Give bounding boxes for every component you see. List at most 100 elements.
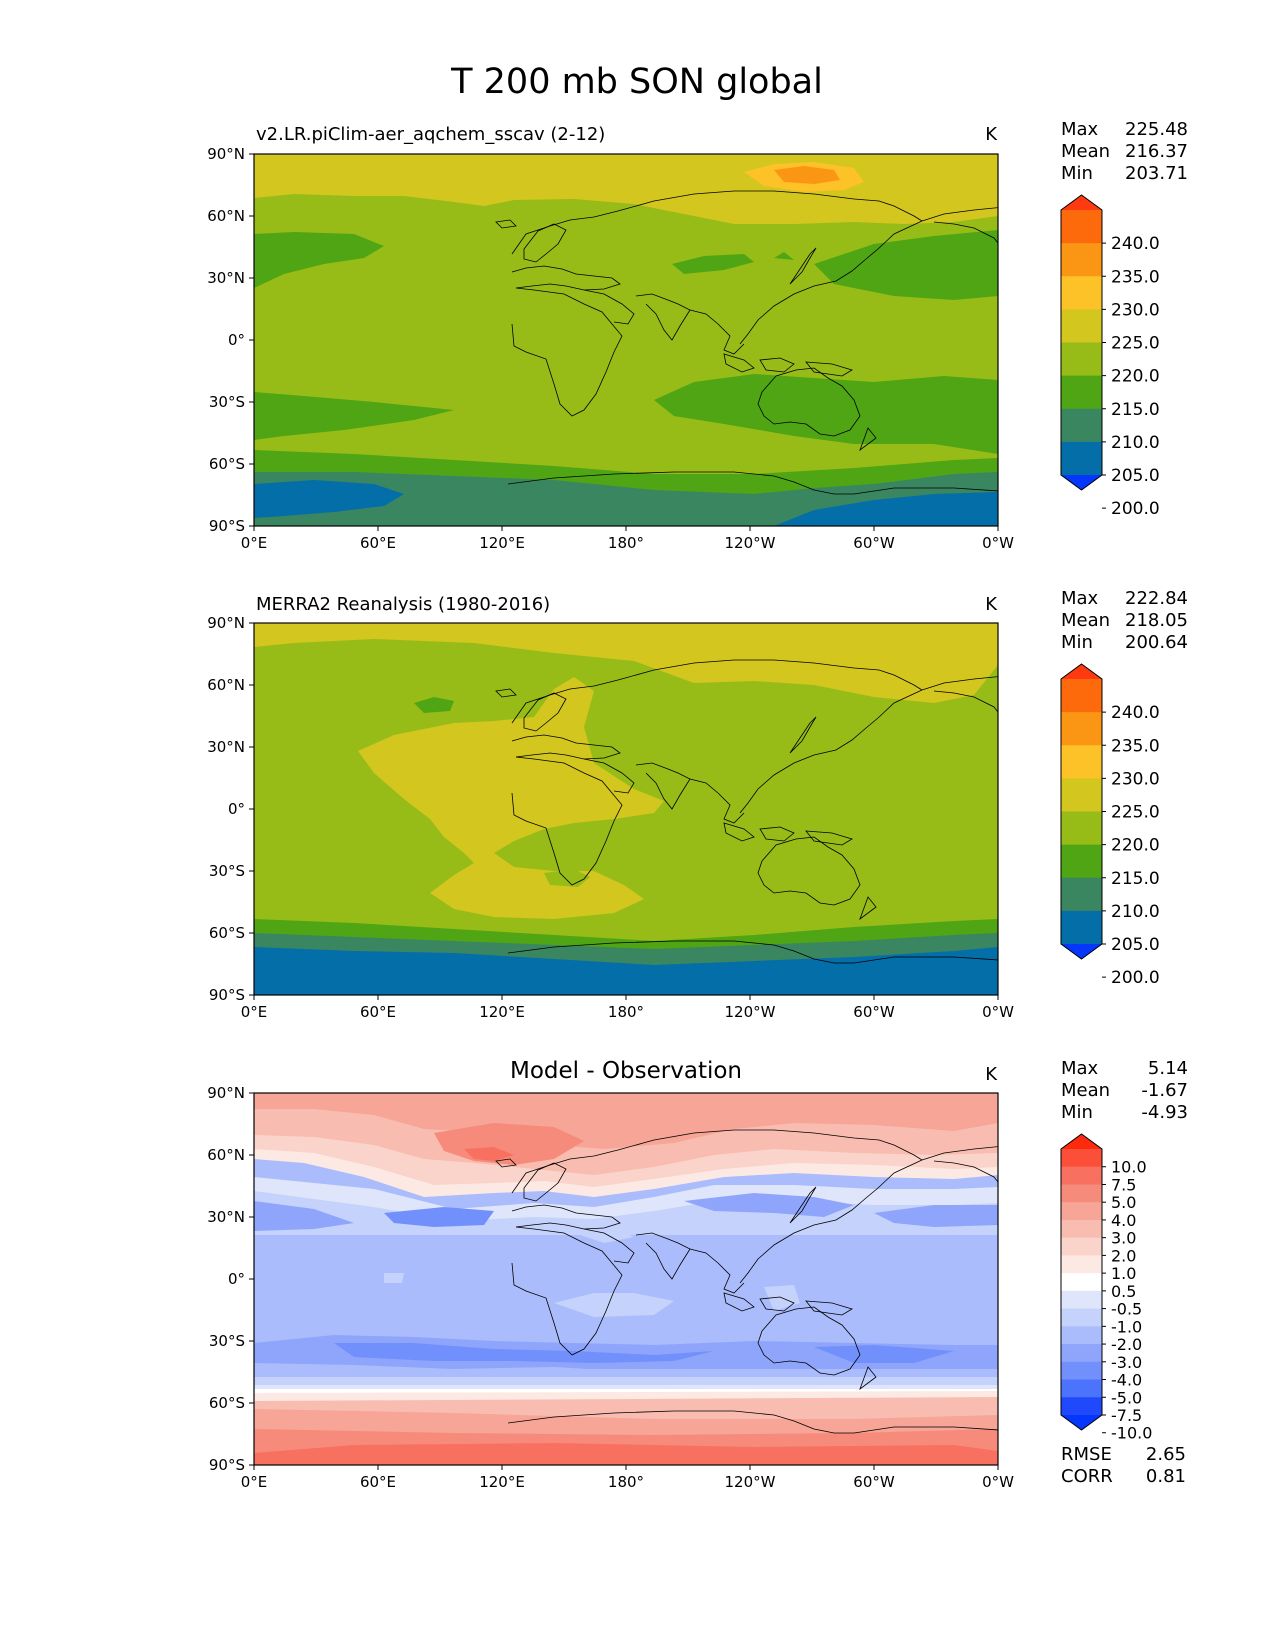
colorbar-segment xyxy=(1061,1361,1102,1381)
y-tick-label: 0° xyxy=(228,331,245,349)
y-tick-label: 90°S xyxy=(209,517,245,535)
x-tick-label: 0°E xyxy=(241,1003,268,1021)
field-contour xyxy=(254,1201,354,1231)
stat-label-corr: CORR xyxy=(1061,1466,1113,1487)
x-tick-label: 0°W xyxy=(982,1473,1014,1491)
colorbar-label: 235.0 xyxy=(1111,267,1160,287)
x-tick-label: 120°W xyxy=(725,1003,776,1021)
map-field xyxy=(254,1093,998,1465)
colorbar-label: 240.0 xyxy=(1111,703,1160,723)
colorbar-segment xyxy=(1061,1166,1102,1185)
field-contour xyxy=(774,252,794,260)
panel-units: K xyxy=(985,124,998,145)
y-tick-label: 60°N xyxy=(207,1146,245,1164)
map-field xyxy=(254,623,998,995)
panel-title: v2.LR.piClim-aer_aqchem_sscav (2-12) xyxy=(256,124,605,145)
colorbar-segment xyxy=(1061,1202,1102,1221)
colorbar-segment xyxy=(1061,1290,1102,1310)
stat-label-max: Max xyxy=(1061,119,1099,140)
colorbar-label: 225.0 xyxy=(1111,334,1160,354)
x-tick-label: 0°E xyxy=(241,1473,268,1491)
field-contour xyxy=(254,1377,998,1387)
colorbar-segment xyxy=(1061,276,1102,310)
y-tick-label: 0° xyxy=(228,800,245,818)
x-axis: 0°E 60°E 120°E 180° 120°W 60°W 0°W xyxy=(241,526,1014,552)
colorbar-segment xyxy=(1061,342,1102,377)
stats-box: Max 5.14 Mean -1.67 Min -4.93 xyxy=(1061,1058,1188,1123)
x-tick-label: 180° xyxy=(608,1473,644,1491)
panel-title: MERRA2 Reanalysis (1980-2016) xyxy=(256,594,550,615)
colorbar-segment xyxy=(1061,844,1102,879)
x-tick-label: 60°W xyxy=(853,1003,895,1021)
colorbar-label: 205.0 xyxy=(1111,466,1160,486)
colorbar-segment xyxy=(1061,712,1102,746)
field-contour xyxy=(874,1205,998,1227)
colorbar-extend-bottom xyxy=(1061,1415,1102,1430)
field-contour xyxy=(254,1443,998,1465)
x-tick-label: 120°E xyxy=(479,534,525,552)
colorbar-segment xyxy=(1061,1397,1102,1416)
y-axis: 90°N 60°N 30°N 0° 30°S 60°S 90°S xyxy=(207,145,254,535)
stat-label-rmse: RMSE xyxy=(1061,1444,1112,1465)
y-tick-label: 30°N xyxy=(207,269,245,287)
field-contour xyxy=(254,947,998,995)
colorbar-segment xyxy=(1061,778,1102,812)
y-tick-label: 30°S xyxy=(209,393,245,411)
colorbar-label: -3.0 xyxy=(1111,1353,1142,1372)
y-tick-label: 30°S xyxy=(209,862,245,880)
colorbar-label: 4.0 xyxy=(1111,1211,1136,1230)
colorbar-segment xyxy=(1061,309,1102,343)
x-tick-label: 120°E xyxy=(479,1003,525,1021)
stat-value-mean: 216.37 xyxy=(1125,141,1188,162)
y-tick-label: 90°N xyxy=(207,1084,245,1102)
stat-label-mean: Mean xyxy=(1061,610,1110,631)
field-contour xyxy=(254,1093,998,1149)
x-tick-label: 60°W xyxy=(853,534,895,552)
colorbar-extend-top xyxy=(1061,1134,1102,1149)
field-contour xyxy=(464,1147,514,1161)
colorbar-label: 230.0 xyxy=(1111,769,1160,789)
colorbar-label: 220.0 xyxy=(1111,836,1160,856)
x-axis: 0°E 60°E 120°E 180° 120°W 60°W 0°W xyxy=(241,1465,1014,1491)
field-contour xyxy=(254,623,998,703)
colorbar-extend-top xyxy=(1061,664,1102,679)
colorbar-segment xyxy=(1061,375,1102,410)
colorbar-segment xyxy=(1061,1184,1102,1203)
colorbar-label: 225.0 xyxy=(1111,803,1160,823)
colorbar-label: 240.0 xyxy=(1111,234,1160,254)
field-contour xyxy=(384,1207,494,1227)
y-axis: 90°N 60°N 30°N 0° 30°S 60°S 90°S xyxy=(207,614,254,1004)
x-tick-label: 120°W xyxy=(725,1473,776,1491)
stat-value-corr: 0.81 xyxy=(1146,1466,1186,1487)
y-tick-label: 60°S xyxy=(209,455,245,473)
colorbar-label: 1.0 xyxy=(1111,1264,1136,1283)
colorbar-label: 2.0 xyxy=(1111,1246,1136,1265)
x-tick-label: 60°E xyxy=(360,1473,396,1491)
colorbar-segment xyxy=(1061,1149,1102,1168)
colorbar-segment xyxy=(1061,1273,1102,1292)
field-contour xyxy=(544,869,590,887)
stat-label-mean: Mean xyxy=(1061,1080,1110,1101)
stat-value-mean: 218.05 xyxy=(1125,610,1188,631)
stat-label-min: Min xyxy=(1061,632,1093,653)
x-tick-label: 0°W xyxy=(982,534,1014,552)
x-tick-label: 0°E xyxy=(241,534,268,552)
stat-value-min: -4.93 xyxy=(1141,1102,1188,1123)
colorbar-label: -1.0 xyxy=(1111,1317,1142,1336)
field-contour xyxy=(414,697,454,713)
colorbar-label: -0.5 xyxy=(1111,1300,1142,1319)
field-contour xyxy=(334,1343,714,1363)
colorbar-extend-bottom xyxy=(1061,944,1102,959)
field-contour xyxy=(384,1273,404,1283)
colorbar-segment xyxy=(1061,408,1102,443)
panel-diff: Model - Observation K xyxy=(207,1058,1188,1491)
colorbar-segment xyxy=(1061,910,1102,945)
field-contour xyxy=(254,480,404,518)
panel-units: K xyxy=(985,594,998,615)
y-tick-label: 60°N xyxy=(207,207,245,225)
field-contour xyxy=(254,232,384,288)
stat-label-max: Max xyxy=(1061,1058,1099,1079)
colorbar: 10.07.55.04.03.02.01.00.5-0.5-1.0-2.0-3.… xyxy=(1060,1133,1152,1443)
stats-box: Max 222.84 Mean 218.05 Min 200.64 xyxy=(1061,588,1188,653)
